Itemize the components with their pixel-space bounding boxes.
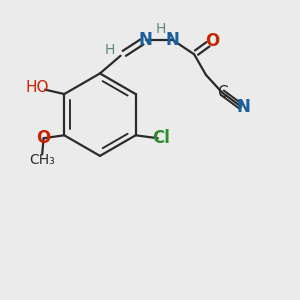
Text: CH₃: CH₃ — [29, 153, 55, 167]
Text: N: N — [237, 98, 250, 116]
Text: N: N — [139, 31, 152, 49]
Text: O: O — [37, 129, 51, 147]
Text: O: O — [206, 32, 220, 50]
Text: HO: HO — [26, 80, 50, 95]
Text: N: N — [165, 31, 179, 49]
Text: H: H — [156, 22, 166, 36]
Text: Cl: Cl — [152, 129, 170, 147]
Text: C: C — [217, 85, 227, 100]
Text: H: H — [104, 44, 115, 58]
